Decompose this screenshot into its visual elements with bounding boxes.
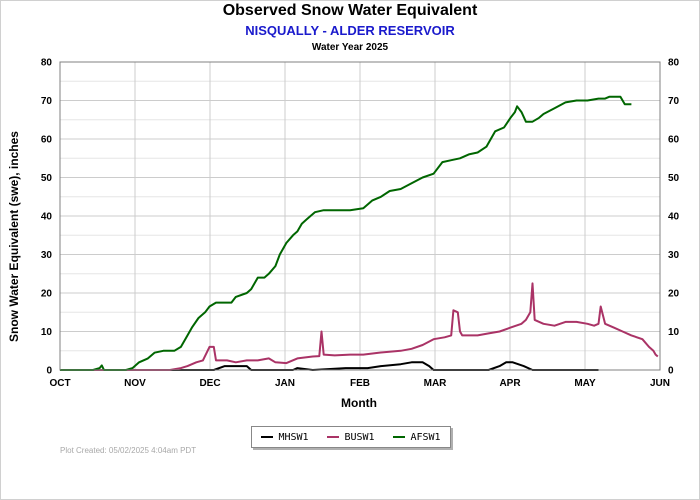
legend-label: MHSW1 (278, 431, 309, 443)
x-tick-label: NOV (124, 378, 146, 389)
y-tick-label-left: 30 (41, 250, 53, 261)
y-tick-label-left: 40 (41, 212, 53, 223)
y-tick-label-left: 10 (41, 327, 53, 338)
y-tick-label-right: 30 (668, 250, 680, 261)
x-tick-label: FEB (350, 378, 370, 389)
series-line-afsw1 (60, 95, 632, 371)
y-tick-label-right: 70 (668, 96, 680, 107)
legend-item-afsw1: AFSW1 (393, 431, 441, 443)
y-tick-label-left: 80 (41, 58, 53, 69)
y-tick-label-left: 0 (46, 366, 52, 377)
x-tick-label: OCT (49, 378, 70, 389)
series-line-mhsw1 (60, 361, 599, 371)
y-tick-label-left: 60 (41, 135, 53, 146)
legend-label: BUSW1 (344, 431, 375, 443)
y-tick-label-left: 50 (41, 173, 53, 184)
x-tick-label: MAR (424, 378, 448, 389)
y-axis-label: Snow Water Equivalent (swe), inches (7, 131, 21, 342)
series-layer (60, 95, 659, 371)
y-tick-label-right: 40 (668, 212, 680, 223)
series-line-busw1 (60, 282, 659, 371)
x-tick-label: MAY (574, 378, 596, 389)
x-tick-label: JAN (275, 378, 295, 389)
y-tick-label-right: 50 (668, 173, 680, 184)
plot-border (59, 61, 661, 371)
y-tick-label-right: 80 (668, 58, 680, 69)
legend-item-busw1: BUSW1 (327, 431, 375, 443)
chart-title: Observed Snow Water Equivalent (222, 2, 478, 19)
legend-swatch (327, 436, 340, 438)
legend-item-mhsw1: MHSW1 (261, 431, 309, 443)
y-tick-label-left: 70 (41, 96, 53, 107)
x-tick-label: APR (499, 378, 521, 389)
plot-created-footer: Plot Created: 05/02/2025 4:04am PDT (60, 446, 197, 455)
x-axis-label: Month (341, 396, 377, 410)
legend: MHSW1 BUSW1 AFSW1 (251, 426, 451, 448)
x-tick-label: JUN (650, 378, 670, 389)
chart-subtitle: NISQUALLY - ALDER RESERVOIR (245, 23, 455, 38)
y-tick-label-right: 20 (668, 289, 680, 300)
legend-swatch (393, 436, 406, 438)
legend-swatch (261, 436, 274, 438)
y-tick-label-right: 60 (668, 135, 680, 146)
y-tick-label-left: 20 (41, 289, 53, 300)
chart-subtitle-year: Water Year 2025 (311, 42, 389, 53)
axes-layer: 0 0 10 10 20 20 30 30 40 40 50 50 60 60 70 70 80 80 OCT NOV… (41, 58, 680, 390)
y-tick-label-right: 10 (668, 327, 680, 338)
x-tick-label: DEC (199, 378, 220, 389)
legend-label: AFSW1 (410, 431, 441, 443)
y-tick-label-right: 0 (668, 366, 674, 377)
